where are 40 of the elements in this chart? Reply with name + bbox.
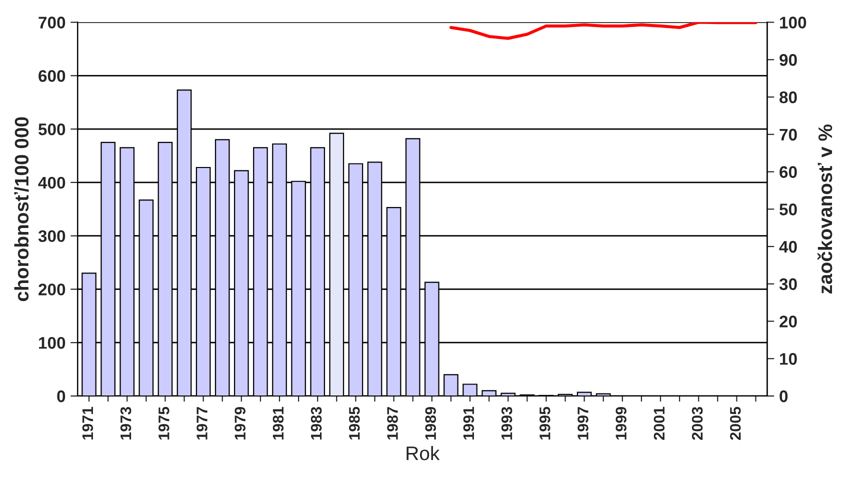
x-tick-label: 1989 [425,406,436,440]
x-tick-label: 1973 [120,406,132,440]
y-tick-label: 400 [38,176,66,189]
x-tick-label: 1993 [501,406,512,440]
x-tick-label: 2005 [730,406,741,440]
y-tick-label: 100 [39,337,66,349]
x-tick-label: 1983 [310,406,322,440]
y2-tick-label: 80 [780,91,797,104]
y-tick-label: 500 [38,123,66,136]
x-tick-label: 1987 [387,407,398,440]
x-tick-label: 1991 [463,406,474,440]
x-tick-label: 2003 [692,406,703,440]
x-axis-title: Rok [406,446,440,460]
y-tick-label: 300 [38,230,66,242]
y-tick-label: 700 [38,16,66,28]
y2-tick-label: 70 [780,128,797,141]
y2-tick-label: 30 [779,278,797,290]
y2-tick-label: 100 [780,16,806,28]
y2-tick-label: 50 [780,204,797,216]
y2-tick-label: 40 [779,240,797,253]
y2-axis-title: zaočkovanosť v % [817,124,832,294]
x-tick-label: 1977 [196,407,208,440]
x-tick-label: 1999 [616,406,627,440]
y2-tick-label: 60 [780,166,797,178]
x-tick-label: 2001 [654,406,665,440]
x-tick-label: 1997 [578,407,588,440]
y-tick-label: 0 [57,390,66,402]
y2-tick-label: 0 [780,390,788,402]
y2-tick-label: 90 [780,54,797,66]
x-tick-label: 1981 [272,406,284,440]
y-tick-label: 600 [38,70,66,82]
x-tick-label: 1985 [348,406,360,440]
x-tick-label: 1975 [158,406,170,440]
y2-tick-label: 20 [780,316,797,328]
y-tick-label: 200 [38,284,66,296]
y-axis-title: chorobnosť/100 000 [14,117,29,302]
x-tick-label: 1971 [82,406,94,440]
x-tick-label: 1995 [539,406,550,440]
y2-tick-label: 10 [780,353,797,365]
x-tick-label: 1979 [234,406,246,440]
